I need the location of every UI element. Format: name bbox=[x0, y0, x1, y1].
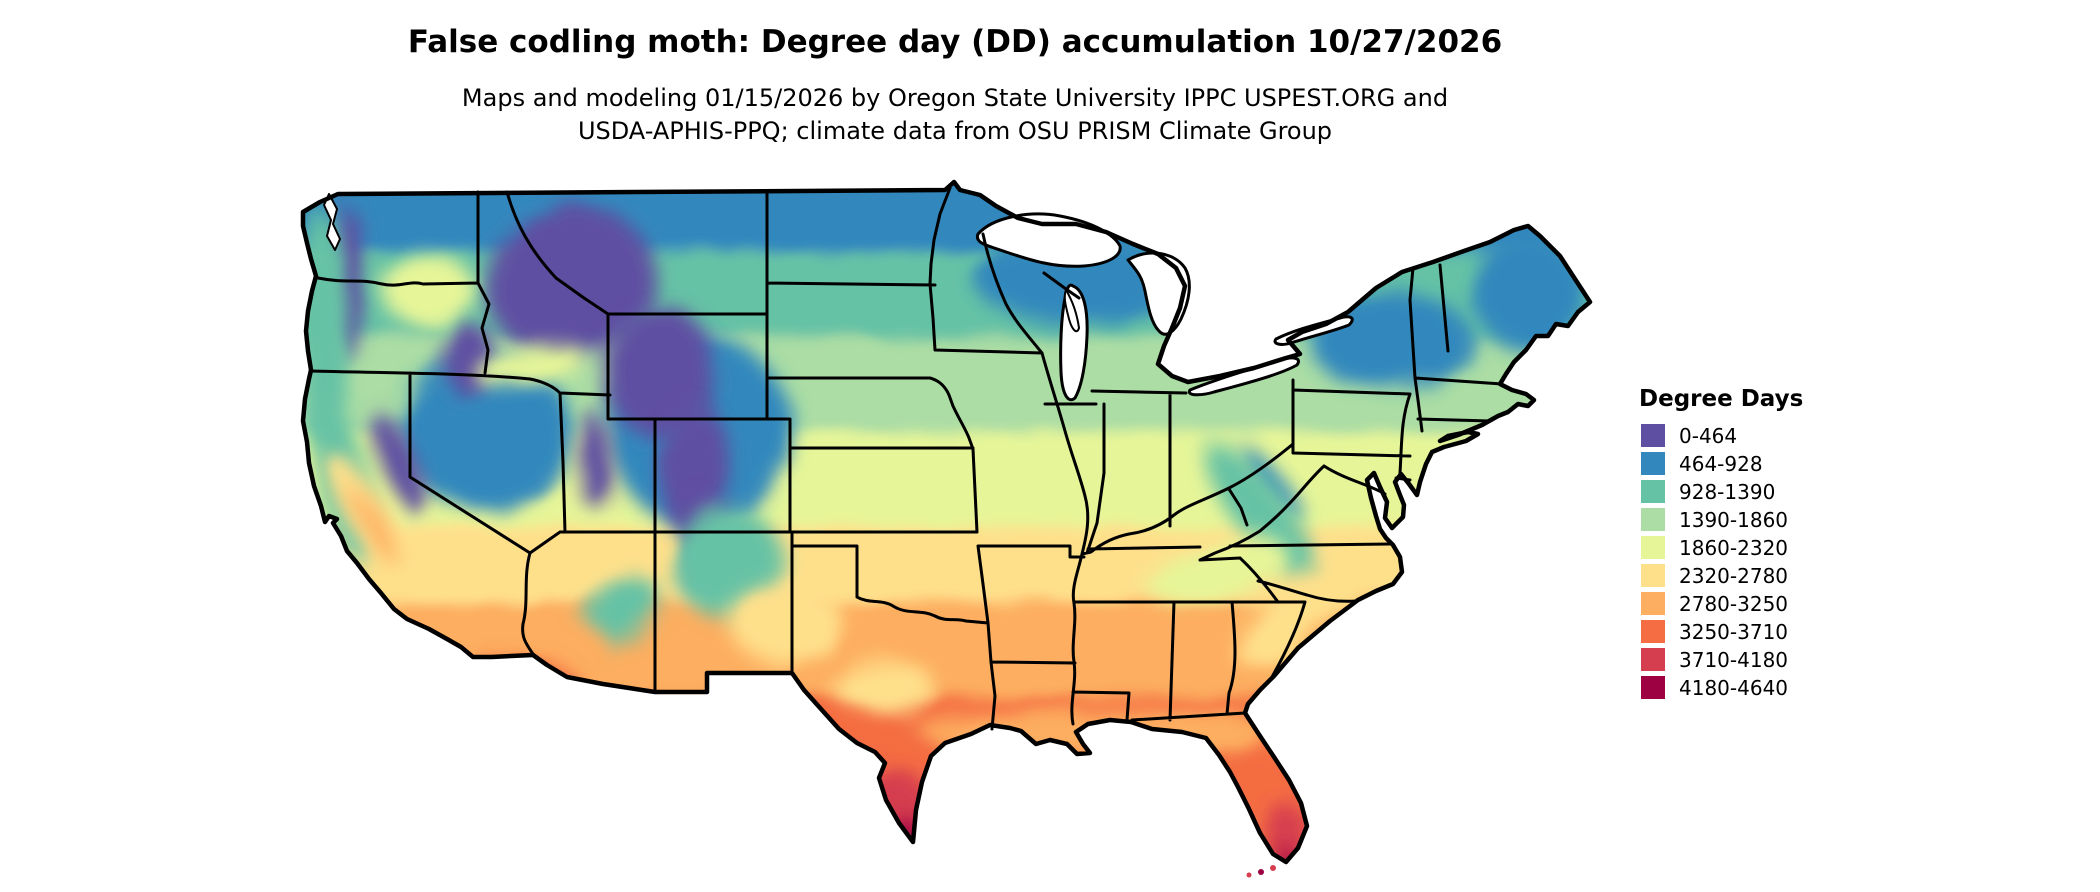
raster-fill bbox=[303, 182, 1590, 862]
legend-item: 3250-3710 bbox=[1641, 619, 1803, 644]
us-degree-day-map bbox=[300, 179, 1593, 878]
page-title: False codling moth: Degree day (DD) accu… bbox=[407, 24, 1503, 60]
legend-color-swatch bbox=[1641, 508, 1665, 531]
legend-item: 0-464 bbox=[1641, 423, 1803, 448]
us-outline bbox=[300, 179, 1593, 865]
legend-color-swatch bbox=[1641, 480, 1665, 503]
legend-item: 1860-2320 bbox=[1641, 535, 1803, 560]
legend-range-label: 1860-2320 bbox=[1679, 535, 1789, 560]
subtitle-line-2: USDA-APHIS-PPQ; climate data from OSU PR… bbox=[577, 117, 1333, 145]
legend-color-swatch bbox=[1641, 620, 1665, 643]
legend-range-label: 928-1390 bbox=[1679, 479, 1776, 504]
latitude-bands bbox=[303, 182, 1590, 862]
legend-item: 464-928 bbox=[1641, 451, 1803, 476]
state-borders bbox=[308, 186, 1504, 731]
page-subtitle: Maps and modeling 01/15/2026 by Oregon S… bbox=[0, 82, 1910, 148]
legend-item: 3710-4180 bbox=[1641, 647, 1803, 672]
legend-range-label: 1390-1860 bbox=[1679, 507, 1789, 532]
legend-color-swatch bbox=[1641, 452, 1665, 475]
legend-range-label: 464-928 bbox=[1679, 451, 1763, 476]
legend-items: 0-464 464-928 928-1390 1390-1860 1860-23… bbox=[1641, 423, 1803, 700]
legend-color-swatch bbox=[1641, 648, 1665, 671]
legend-range-label: 3250-3710 bbox=[1679, 619, 1789, 644]
legend-color-swatch bbox=[1641, 676, 1665, 699]
legend-color-swatch bbox=[1641, 564, 1665, 587]
puget-sound bbox=[323, 193, 341, 251]
legend-item: 928-1390 bbox=[1641, 479, 1803, 504]
legend-range-label: 3710-4180 bbox=[1679, 647, 1789, 672]
legend-range-label: 0-464 bbox=[1679, 423, 1738, 448]
green-bay bbox=[1063, 289, 1080, 333]
legend-color-swatch bbox=[1641, 424, 1665, 447]
legend-range-label: 2780-3250 bbox=[1679, 591, 1789, 616]
regional-anomalies bbox=[303, 206, 1588, 862]
legend-item: 4180-4640 bbox=[1641, 675, 1803, 700]
legend-range-label: 2320-2780 bbox=[1679, 563, 1789, 588]
legend-item: 2780-3250 bbox=[1641, 591, 1803, 616]
legend-color-swatch bbox=[1641, 536, 1665, 559]
legend-color-swatch bbox=[1641, 592, 1665, 615]
legend: Degree Days 0-464 464-928 928-1390 1390-… bbox=[1639, 386, 1804, 704]
legend-item: 1390-1860 bbox=[1641, 507, 1803, 532]
legend-title: Degree Days bbox=[1639, 386, 1804, 412]
florida-keys bbox=[1246, 865, 1276, 878]
legend-range-label: 4180-4640 bbox=[1679, 675, 1789, 700]
subtitle-line-1: Maps and modeling 01/15/2026 by Oregon S… bbox=[461, 84, 1449, 112]
legend-item: 2320-2780 bbox=[1641, 563, 1803, 588]
